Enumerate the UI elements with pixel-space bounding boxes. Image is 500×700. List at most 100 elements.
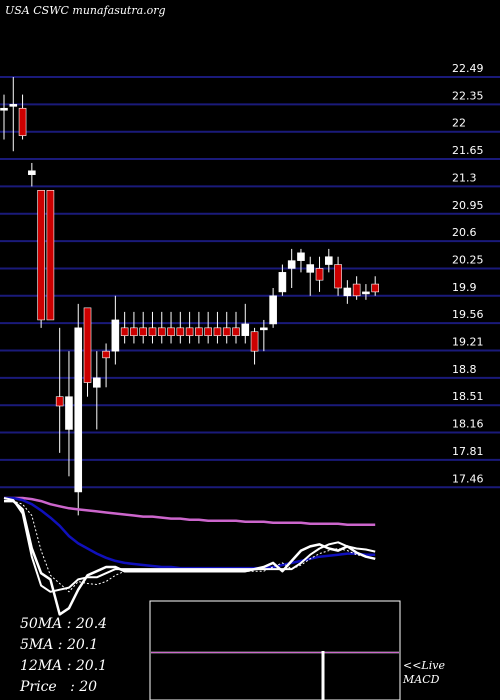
candle-body	[111, 319, 120, 352]
candle	[74, 303, 83, 516]
candle-body	[269, 295, 277, 325]
price-gridlines	[0, 76, 500, 489]
candle-body	[74, 327, 83, 493]
macd-name-label: MACD	[403, 673, 440, 686]
candle	[306, 256, 315, 296]
candle	[28, 162, 36, 187]
price-tick-label: 22.35	[452, 89, 484, 102]
candle-body	[241, 323, 250, 336]
macd-box	[149, 600, 401, 700]
candle-body	[287, 260, 296, 269]
candle	[260, 319, 268, 352]
candle	[241, 303, 250, 344]
candle-body	[55, 396, 64, 407]
candle	[83, 307, 92, 397]
candle-body	[278, 272, 287, 293]
candle	[343, 280, 352, 304]
candle	[157, 311, 166, 344]
candle	[371, 276, 380, 296]
price-tick-label: 20.95	[452, 199, 484, 212]
price-readout: Price : 20	[20, 679, 98, 695]
candle-body	[315, 268, 324, 281]
ma12-readout: 12MA : 20.1	[20, 658, 108, 674]
candle	[0, 94, 8, 140]
chart-title: USA CSWC munafasutra.org	[5, 4, 166, 17]
candle-body	[9, 104, 18, 107]
price-tick-label: 18.16	[452, 418, 484, 431]
macd-panel	[149, 600, 401, 700]
candle-body	[352, 283, 361, 297]
candle	[232, 311, 240, 344]
moving-average-lines	[3, 496, 376, 616]
price-tick-label: 19.9	[452, 281, 477, 294]
candle-body	[0, 107, 8, 111]
candle	[334, 256, 342, 296]
candle	[102, 343, 110, 388]
candle-body	[120, 327, 129, 336]
candle-body	[139, 327, 147, 336]
price-tick-label: 17.81	[452, 445, 484, 458]
candle	[65, 351, 73, 477]
ma50-readout: 50MA : 20.4	[20, 616, 108, 632]
candle	[148, 311, 157, 344]
macd-live-label: <<Live	[403, 659, 445, 672]
price-tick-label: 21.3	[452, 171, 477, 184]
candle	[130, 311, 138, 344]
candle	[37, 190, 45, 328]
candle-body	[37, 190, 45, 321]
candle	[287, 248, 296, 288]
candle	[250, 327, 259, 365]
candle-body	[213, 327, 222, 336]
price-tick-label: 17.46	[452, 472, 484, 485]
ma-long-line	[4, 496, 376, 527]
candle	[55, 327, 64, 453]
candle	[185, 311, 194, 344]
candle	[315, 256, 324, 292]
candle-body	[28, 170, 36, 175]
price-tick-label: 18.51	[452, 390, 484, 403]
candle-body	[306, 264, 315, 273]
candle-body	[130, 327, 138, 336]
price-tick-label: 22.49	[452, 62, 484, 75]
candle-body	[102, 350, 110, 359]
candle	[176, 311, 185, 344]
candle-body	[83, 307, 92, 383]
candle	[18, 94, 27, 140]
candle	[352, 276, 361, 300]
candle	[222, 311, 231, 344]
candle	[297, 248, 305, 273]
price-trace-line	[4, 499, 376, 616]
candlestick-series	[0, 77, 380, 516]
candle	[111, 295, 120, 365]
candle-body	[371, 283, 380, 293]
candle-body	[324, 256, 333, 265]
candle	[269, 287, 277, 328]
candle-body	[176, 327, 185, 336]
candle-body	[46, 190, 55, 321]
price-tick-label: 20.6	[452, 226, 477, 239]
candle	[139, 311, 147, 344]
candle-body	[232, 327, 240, 336]
candle	[213, 311, 222, 344]
candle	[204, 311, 212, 344]
candle-body	[222, 327, 231, 336]
candle-body	[195, 327, 203, 336]
candle	[362, 284, 370, 300]
price-tick-label: 18.8	[452, 363, 477, 376]
price-tick-label: 22	[452, 117, 466, 130]
price-tick-label: 21.65	[452, 144, 484, 157]
ma-mid-line	[4, 496, 376, 570]
ma-short-line	[3, 497, 376, 593]
candle	[46, 190, 55, 321]
candle-body	[185, 327, 194, 336]
candle-body	[167, 327, 175, 336]
candle-body	[362, 291, 370, 295]
candle-body	[343, 287, 352, 297]
candle-body	[18, 107, 27, 136]
ma5-readout: 5MA : 20.1	[20, 637, 99, 653]
price-tick-label: 20.25	[452, 253, 484, 266]
candle	[167, 311, 175, 344]
candle	[93, 351, 101, 430]
ma-short-dotted-line	[4, 500, 376, 593]
candle-body	[204, 327, 212, 336]
